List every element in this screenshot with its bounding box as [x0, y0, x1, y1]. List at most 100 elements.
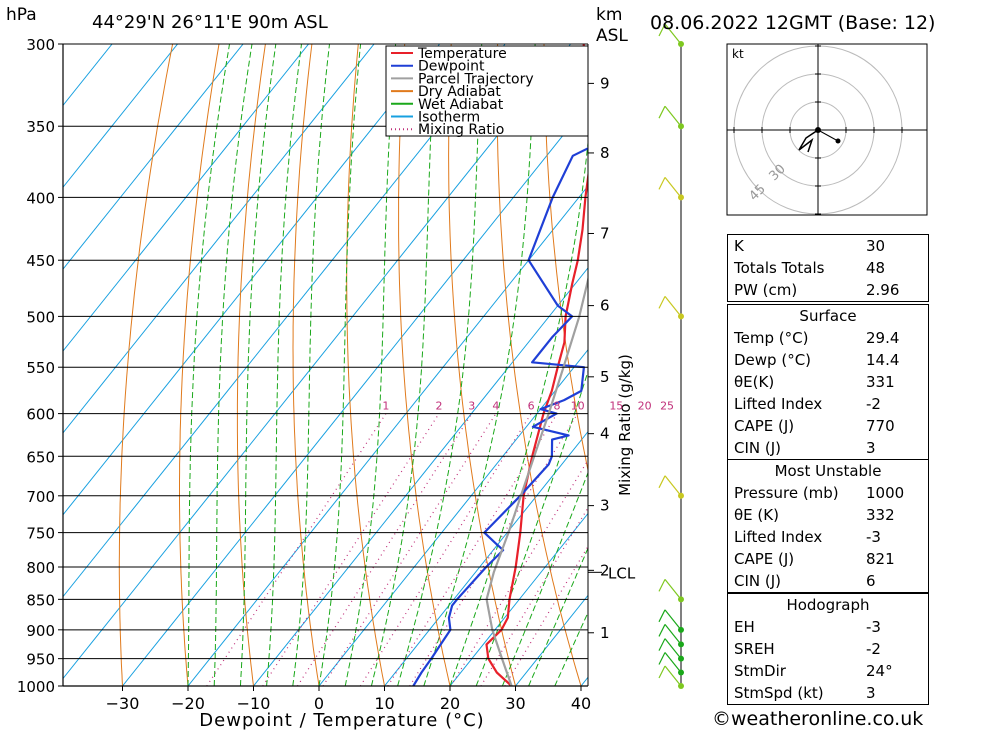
index-row: Lifted Index -2: [734, 395, 881, 413]
temp-tick-label: 40: [571, 694, 591, 713]
temp-tick-label: 20: [440, 694, 460, 713]
index-row: StmDir 24°: [734, 662, 893, 680]
mixing-ratio-line: [262, 413, 440, 686]
wind-barb-flag: [658, 23, 666, 37]
wet-adiabat-line: [266, 44, 302, 686]
mixing-ratio-label: 15: [609, 400, 623, 413]
legend-label: Wet Adiabat: [418, 97, 504, 113]
wet-adiabat-line: [318, 44, 362, 686]
isotherm-line: [253, 267, 588, 686]
mixing-ratio-label: 20: [638, 400, 652, 413]
storm-motion-line: [817, 129, 839, 142]
km-unit-label: km: [596, 5, 623, 25]
legend-label: Dewpoint: [418, 59, 485, 75]
wind-barb-staff: [664, 652, 682, 673]
index-row: SREH -2: [734, 640, 881, 658]
copyright-footer: ©weatheronline.co.uk: [712, 708, 924, 730]
wind-barb-flag: [658, 652, 666, 665]
mixing-ratio-line: [504, 545, 588, 686]
pressure-tick-label: 750: [26, 525, 55, 543]
mixing-ratio-label: 2: [435, 400, 442, 413]
pressure-tick-label: 700: [26, 488, 55, 506]
wind-barb-staff: [664, 665, 682, 687]
isotherm-line: [187, 185, 588, 686]
isotherm-line: [63, 44, 178, 189]
wind-barb-staff: [664, 624, 682, 645]
temp-tick-label: −30: [106, 694, 140, 713]
legend-label: Mixing Ratio: [418, 122, 504, 138]
pressure-tick-label: 650: [26, 448, 55, 466]
temp-tick-label: −10: [237, 694, 271, 713]
wind-barb-flag: [658, 638, 666, 651]
wind-barb-staff: [664, 177, 682, 198]
km-tick-label: 1: [600, 624, 610, 642]
wind-barb-flag: [658, 105, 666, 119]
mixing-ratio-label: 6: [528, 400, 535, 413]
wet-adiabat-line: [397, 44, 483, 686]
isotherm-line: [384, 430, 588, 686]
legend-label: Isotherm: [418, 110, 480, 126]
hodograph-indices-panel: Hodograph EH -3 SREH -2 StmDir 24° StmSpd (…: [727, 593, 929, 705]
wind-barb-staff: [664, 638, 682, 660]
wind-barb-staff: [664, 578, 682, 600]
dry-adiabat-line: [591, 44, 713, 686]
km-tick-label: 6: [600, 297, 610, 315]
isotherm-line: [449, 512, 588, 686]
pressure-tick-label: 850: [26, 591, 55, 609]
pressure-tick-label: 550: [26, 359, 55, 377]
datetime-title: 08.06.2022 12GMT (Base: 12): [650, 12, 936, 34]
surface-panel: Surface Temp (°C) 29.4 Dewp (°C) 14.4 θE(K…: [727, 304, 929, 460]
pressure-tick-label: 450: [26, 252, 55, 270]
km-tick-label: 8: [600, 144, 610, 162]
wind-barb-staff: [664, 105, 682, 127]
wet-adiabat-line: [370, 44, 436, 686]
temp-tick-label: −20: [171, 694, 205, 713]
wind-barb-flag: [658, 296, 666, 309]
mixing-ratio-label: 8: [554, 400, 561, 413]
index-row: PW (cm) 2.96: [734, 281, 900, 299]
index-row: StmSpd (kt) 3: [734, 684, 876, 702]
hodograph-trace: [798, 129, 819, 153]
index-row: Dewp (°C) 14.4: [734, 351, 900, 369]
pressure-tick-label: 600: [26, 406, 55, 424]
lcl-label: LCL: [608, 564, 636, 582]
index-row: θE(K) 331: [734, 373, 895, 391]
legend-label: Dry Adiabat: [418, 84, 501, 100]
mixing-ratio-line: [387, 413, 558, 686]
mixing-ratio-line: [322, 413, 497, 686]
mixing-ratio-axis-label: Mixing Ratio (g/kg): [616, 354, 634, 496]
storm-motion-point: [835, 138, 841, 144]
mixing-ratio-label: 3: [468, 400, 475, 413]
wind-barb-staff: [664, 609, 682, 631]
index-row: K 30: [734, 237, 886, 255]
most-unstable-title: Most Unstable: [774, 462, 882, 480]
wet-adiabat-line: [213, 44, 253, 686]
stability-indices-panel: K 30 Totals Totals 48 PW (cm) 2.96: [727, 234, 929, 302]
x-axis-label: Dewpoint / Temperature (°C): [199, 710, 484, 731]
isotherm-line: [63, 44, 506, 598]
legend-box: [385, 45, 589, 137]
dry-adiabat-line: [962, 44, 1000, 686]
temp-tick-label: 0: [314, 694, 324, 713]
hodograph-indices-title: Hodograph: [786, 596, 870, 614]
km-tick-label: 7: [600, 224, 610, 242]
dry-adiabat-line: [236, 44, 266, 686]
index-row: Lifted Index -3: [734, 528, 881, 546]
dry-adiabat-line: [398, 44, 451, 686]
hodograph-unit-label: kt: [732, 47, 744, 61]
isotherm-line: [63, 44, 309, 352]
km-tick-label: 3: [600, 497, 610, 515]
wind-barb-flag: [658, 475, 666, 489]
mixing-ratio-line: [359, 413, 532, 686]
pressure-tick-label: 800: [26, 559, 55, 577]
wet-adiabat-line: [528, 546, 588, 686]
km-tick-label: 5: [600, 368, 610, 386]
dewpoint-line: [412, 147, 588, 686]
index-row: Pressure (mb) 1000: [734, 484, 905, 502]
wet-adiabat-line: [344, 44, 397, 686]
index-row: θE (K) 332: [734, 506, 895, 524]
wet-adiabat-line: [501, 471, 588, 686]
